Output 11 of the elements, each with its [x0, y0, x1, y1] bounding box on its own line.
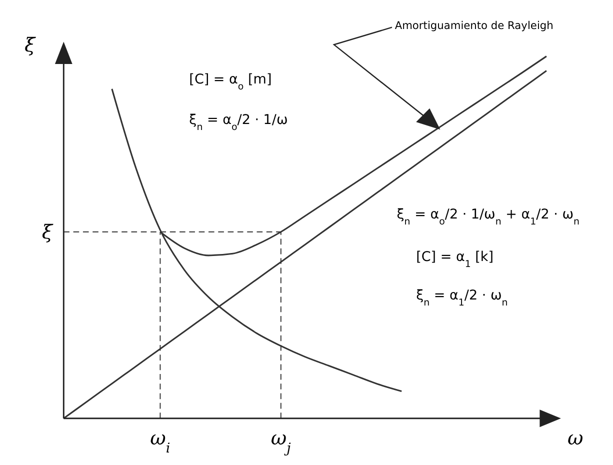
ref-line-label: ξ — [42, 220, 54, 244]
annotation: [C] = α$_{1}$ [k] — [416, 248, 494, 270]
y-axis-title: ξ — [24, 33, 37, 56]
annotation: [C] = α$_{o}$ [m] — [189, 71, 272, 92]
text: Amortiguamiento de Rayleigh — [394, 19, 554, 32]
annotation: ξ$_{n}$ = α$_{o}$/2 · 1/ω — [189, 112, 288, 132]
x-tick-label: ω$_{i}$ — [150, 426, 170, 456]
x-tick-label: ω$_{j}$ — [270, 426, 291, 456]
x-axis-title: ω — [568, 426, 584, 450]
text: ξ$_{n}$ = α$_{o}$/2 · 1/ω$_{n}$ + α$_{1}$/2 · ω$_{n}$ — [396, 206, 580, 227]
annotation: ξ$_{n}$ = α$_{1}$/2 · ω$_{n}$ — [416, 288, 508, 308]
